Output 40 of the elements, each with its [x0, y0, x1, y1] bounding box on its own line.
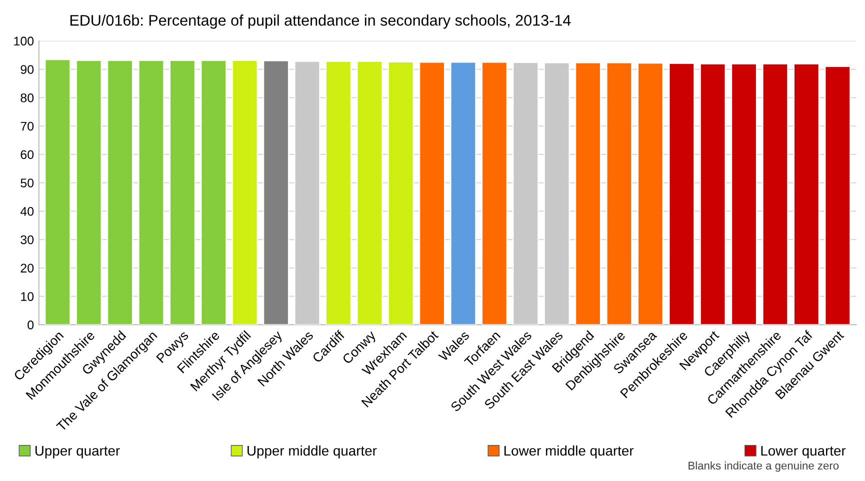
bar — [824, 66, 851, 325]
bar — [107, 60, 134, 325]
y-tick-label: 70 — [20, 122, 34, 131]
bar — [138, 60, 164, 325]
bar — [793, 63, 820, 325]
legend-label: Upper middle quarter — [248, 445, 377, 458]
y-tick-label: 50 — [20, 178, 34, 188]
y-tick-label: 10 — [21, 292, 34, 301]
y-tick-label: 40 — [20, 206, 34, 216]
y-tick-label: 80 — [20, 93, 34, 102]
y-tick-label: 0 — [28, 320, 34, 330]
bar — [44, 59, 71, 325]
text: Blanks indicate a genuine zero — [688, 461, 839, 472]
legend-label: Upper quarter — [35, 446, 120, 458]
bar — [232, 60, 258, 325]
bar — [263, 60, 290, 325]
bar — [637, 62, 664, 325]
bar — [730, 63, 758, 325]
bar — [481, 62, 508, 325]
legend-label: Lower quarter — [761, 446, 846, 458]
bar — [76, 60, 102, 325]
chart-title: EDU/016b: Percentage of pupil attendance in secondary schools, 2013-14 — [70, 14, 571, 29]
bar — [388, 61, 414, 325]
bar — [169, 60, 196, 325]
bar — [668, 62, 695, 325]
y-tick-label: 90 — [20, 65, 34, 74]
y-tick-label: 30 — [20, 235, 34, 244]
bar — [325, 60, 352, 325]
bar — [762, 63, 788, 325]
bar — [200, 60, 227, 325]
bar — [575, 62, 602, 325]
y-tick-label: 20 — [20, 264, 34, 273]
bar — [356, 60, 383, 325]
bar — [450, 62, 476, 325]
bar — [606, 62, 632, 325]
y-tick-label: 100 — [14, 36, 34, 46]
bar — [700, 63, 726, 325]
y-tick-label: 60 — [20, 150, 34, 160]
legend-label: Lower middle quarter — [504, 445, 634, 458]
bar — [419, 62, 446, 325]
